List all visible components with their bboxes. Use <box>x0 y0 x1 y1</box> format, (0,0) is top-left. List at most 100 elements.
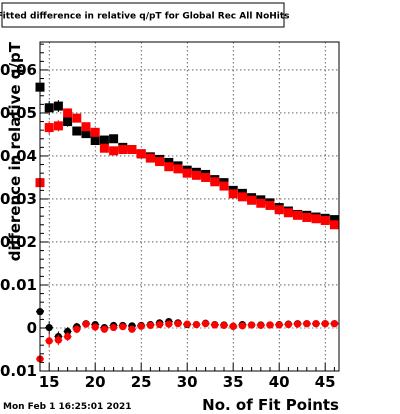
data-point <box>82 320 90 328</box>
data-point <box>265 200 275 210</box>
data-series <box>35 77 339 368</box>
data-point <box>100 325 108 333</box>
data-point <box>311 214 321 224</box>
data-point <box>64 327 72 336</box>
data-point <box>329 215 339 225</box>
data-point <box>173 164 183 174</box>
data-point <box>137 322 145 330</box>
x-tick-label: 25 <box>131 373 152 391</box>
x-tick-label: 20 <box>85 373 106 391</box>
data-point <box>156 320 164 329</box>
data-point <box>248 321 256 329</box>
data-point <box>44 103 54 113</box>
x-tick-label: 40 <box>269 373 290 391</box>
data-point <box>210 177 220 187</box>
data-point <box>182 168 192 178</box>
data-point <box>155 157 165 167</box>
data-point <box>128 325 136 333</box>
x-tick-label: 30 <box>177 373 198 391</box>
data-point <box>119 323 127 331</box>
data-point <box>91 323 99 331</box>
data-point <box>283 208 293 218</box>
data-point <box>53 101 63 111</box>
y-tick-label: 0.05 <box>0 104 37 122</box>
data-point <box>145 153 155 163</box>
data-point <box>320 215 330 225</box>
data-point <box>220 321 228 330</box>
data-point <box>127 145 137 155</box>
y-tick-label: 0.01 <box>0 276 37 294</box>
data-point <box>73 325 81 333</box>
data-point <box>275 321 283 329</box>
data-point <box>110 323 118 332</box>
data-point <box>329 220 339 230</box>
data-point <box>303 320 311 328</box>
data-point <box>302 212 312 222</box>
data-point <box>53 121 63 131</box>
data-point <box>63 108 73 118</box>
data-point <box>44 123 54 133</box>
data-point <box>284 320 292 329</box>
data-point <box>45 337 53 345</box>
chart-title: Fitted difference in relative q/pT for G… <box>0 12 290 22</box>
data-point <box>54 336 63 344</box>
y-tick-label: 0.04 <box>0 147 37 165</box>
data-point <box>219 181 229 191</box>
data-point <box>118 145 128 155</box>
data-point <box>211 321 219 329</box>
data-point <box>201 172 211 182</box>
data-point <box>164 162 174 172</box>
data-point <box>45 323 53 332</box>
data-point <box>109 134 119 144</box>
data-point <box>228 189 238 199</box>
data-point <box>238 322 246 330</box>
y-tick-label: 0 <box>27 319 37 337</box>
data-point <box>81 122 91 132</box>
y-tick-label: -0.01 <box>0 362 37 380</box>
data-point <box>90 127 100 137</box>
data-point <box>99 135 109 145</box>
y-axis-label: difference in relative q/pT <box>6 41 24 261</box>
y-tick-label: 0.06 <box>0 61 37 79</box>
data-point <box>63 117 73 127</box>
data-point <box>191 170 201 180</box>
data-point <box>257 321 265 330</box>
y-tick-label: 0.02 <box>0 233 37 251</box>
data-point <box>202 320 210 328</box>
data-point <box>247 195 257 205</box>
data-point <box>64 332 72 341</box>
data-point <box>146 321 154 330</box>
data-point <box>312 320 320 328</box>
plot-frame <box>39 41 340 372</box>
data-point <box>165 320 173 328</box>
data-point <box>274 205 284 215</box>
data-point <box>266 321 274 329</box>
data-point <box>90 135 100 145</box>
y-tick-labels: -0.01 0 0.01 0.02 0.03 0.04 0.05 0.06 <box>0 61 37 380</box>
x-tick-label: 15 <box>39 373 60 391</box>
x-tick-label: 45 <box>315 373 336 391</box>
data-point <box>99 143 109 153</box>
data-point <box>256 198 266 208</box>
data-point <box>109 146 119 156</box>
x-tick-labels: 15 20 25 30 35 40 45 <box>39 373 336 391</box>
data-point <box>174 320 182 328</box>
data-point <box>72 126 82 136</box>
x-tick-label: 35 <box>223 373 244 391</box>
series-2 <box>35 108 339 230</box>
title-box <box>1 2 285 28</box>
data-point <box>72 113 82 123</box>
series-4 <box>36 320 339 368</box>
y-tick-label: 0.03 <box>0 190 37 208</box>
timestamp: Mon Feb 1 16:25:01 2021 <box>3 402 132 412</box>
data-point <box>237 192 247 202</box>
data-point <box>183 320 191 328</box>
data-point <box>294 320 302 328</box>
data-point <box>229 322 237 330</box>
data-point <box>136 149 146 159</box>
data-point <box>81 129 91 139</box>
data-point <box>192 320 200 329</box>
data-point <box>321 320 329 328</box>
data-point <box>330 320 338 328</box>
